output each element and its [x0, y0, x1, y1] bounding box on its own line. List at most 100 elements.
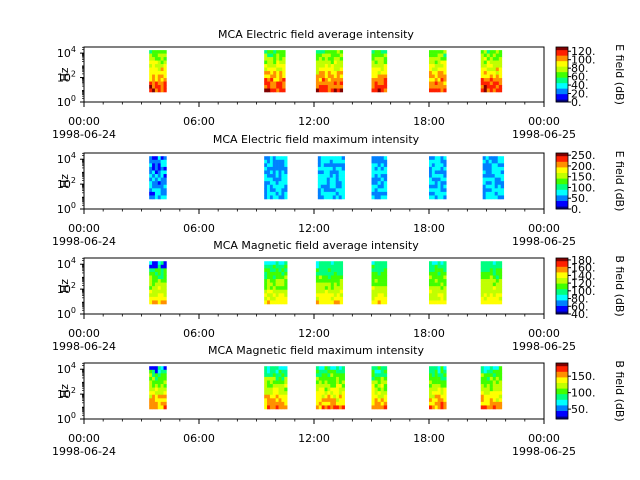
spectrogram-cell — [330, 366, 334, 371]
colorbar-segment — [556, 365, 568, 368]
spectrogram-cell — [315, 369, 320, 374]
spectrogram-cell — [371, 405, 375, 410]
spectrogram-cell — [377, 384, 381, 388]
spectrogram-cell — [324, 279, 329, 283]
spectrogram-cell — [284, 279, 288, 283]
spectrogram-cell — [157, 78, 161, 82]
spectrogram-cell — [157, 391, 161, 396]
spectrogram-cell — [377, 174, 381, 178]
spectrogram-cell — [270, 64, 274, 68]
spectrogram-cell — [272, 289, 276, 294]
spectrogram-cell — [489, 279, 494, 283]
spectrogram-cell — [377, 275, 381, 280]
spectrogram-cell — [480, 394, 485, 399]
spectrogram-cell — [431, 195, 436, 200]
spectrogram-cell — [333, 286, 338, 291]
spectrogram-cell — [318, 53, 323, 58]
colorbar-segment — [556, 167, 568, 169]
y-tick-label: 100 — [57, 411, 76, 426]
spectrogram-cell — [480, 405, 485, 410]
spectrogram-cell — [434, 394, 438, 399]
spectrogram-cell — [330, 268, 335, 273]
spectrogram-cell — [318, 398, 322, 403]
spectrogram-cell — [383, 369, 388, 374]
spectrogram-cell — [157, 401, 161, 406]
spectrogram-cell — [333, 74, 338, 79]
spectrogram-cell — [333, 261, 338, 266]
spectrogram-cell — [321, 57, 326, 61]
spectrogram-cell — [327, 369, 331, 374]
spectrogram-cell — [443, 293, 447, 298]
data-block — [149, 366, 167, 410]
spectrogram-cell — [380, 64, 385, 68]
spectrogram-cell — [380, 159, 385, 164]
colorbar-segment — [556, 288, 568, 291]
spectrogram-cell — [264, 261, 268, 266]
spectrogram-cell — [440, 405, 444, 410]
colorbar-segment — [556, 95, 568, 97]
spectrogram-cell — [264, 166, 268, 171]
spectrogram-cell — [483, 387, 488, 392]
spectrogram-cell — [440, 170, 444, 175]
spectrogram-cell — [440, 64, 444, 68]
spectrogram-cell — [149, 163, 153, 168]
spectrogram-cell — [377, 398, 381, 403]
spectrogram-cell — [491, 159, 496, 164]
spectrogram-cell — [333, 275, 338, 280]
colorbar-segment — [556, 200, 568, 203]
spectrogram-cell — [374, 373, 378, 378]
colorbar-segment — [556, 393, 568, 396]
colorbar-segment — [556, 206, 568, 208]
spectrogram-cell — [270, 57, 274, 61]
spectrogram-cell — [272, 156, 276, 161]
spectrogram-cell — [377, 391, 381, 396]
spectrogram-cell — [443, 401, 447, 406]
spectrogram-cell — [437, 366, 441, 371]
spectrogram-cell — [149, 181, 153, 186]
spectrogram-cell — [157, 156, 161, 161]
x-tick-label: 00:00 — [68, 115, 100, 128]
spectrogram-cell — [149, 279, 153, 283]
spectrogram-cell — [443, 366, 447, 371]
colorbar-segment — [556, 186, 568, 189]
spectrogram-cell — [327, 271, 332, 276]
spectrogram-cell — [434, 170, 438, 175]
spectrogram-cell — [480, 398, 485, 403]
spectrogram-cell — [339, 275, 344, 280]
spectrogram-cell — [275, 177, 279, 182]
spectrogram-cell — [440, 81, 444, 86]
spectrogram-cell — [489, 289, 494, 294]
spectrogram-cell — [429, 376, 433, 381]
spectrogram-cell — [494, 191, 499, 196]
colorbar-tick-label: 150. — [571, 171, 596, 184]
spectrogram-cell — [492, 398, 497, 403]
spectrogram-cell — [374, 286, 378, 291]
spectrogram-cell — [377, 166, 381, 171]
spectrogram-cell — [383, 163, 388, 168]
spectrogram-cell — [315, 300, 320, 305]
colorbar-segment — [556, 55, 568, 58]
spectrogram-cell — [489, 275, 494, 280]
spectrogram-cell — [281, 293, 285, 298]
colorbar-segment — [556, 312, 568, 315]
spectrogram-cell — [371, 271, 375, 276]
spectrogram-cell — [341, 376, 345, 381]
colorbar-segment — [556, 391, 568, 393]
spectrogram-cell — [431, 398, 436, 403]
spectrogram-cell — [160, 64, 164, 68]
spectrogram-cell — [267, 391, 271, 396]
spectrogram-cell — [330, 391, 334, 396]
spectrogram-cell — [320, 174, 325, 178]
spectrogram-cell — [336, 264, 341, 269]
spectrogram-cell — [500, 156, 505, 161]
spectrogram-cell — [434, 369, 438, 374]
spectrogram-cell — [341, 174, 345, 178]
spectrogram-cell — [485, 156, 489, 161]
spectrogram-cell — [437, 188, 441, 193]
spectrogram-cell — [330, 275, 335, 280]
data-block — [315, 261, 344, 305]
spectrogram-cell — [330, 398, 334, 403]
spectrogram-cell — [157, 300, 161, 305]
spectrogram-cell — [154, 184, 159, 189]
spectrogram-cell — [264, 159, 268, 164]
